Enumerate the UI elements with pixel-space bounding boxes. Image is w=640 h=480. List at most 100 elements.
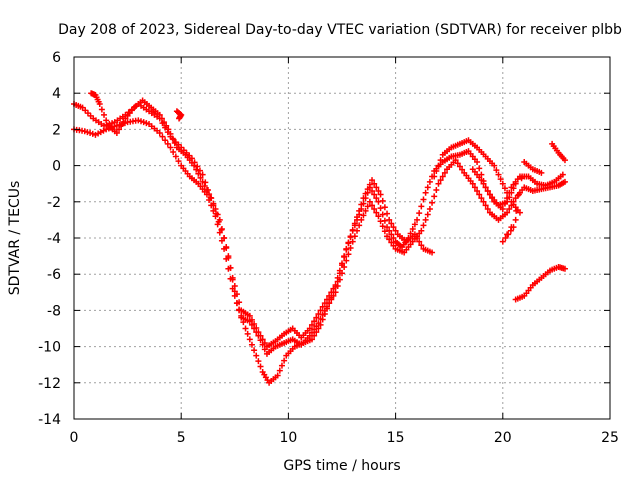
data-point [306,325,313,332]
data-point [422,216,429,223]
data-point [499,206,506,213]
data-point [499,180,506,187]
data-point [561,157,568,164]
data-point [341,254,348,261]
data-point [103,117,110,124]
data-point [242,325,249,332]
data-point [162,137,169,144]
y-tick-label: -4 [47,231,61,247]
data-point [497,176,504,183]
data-point [416,238,423,245]
y-tick-label: -6 [47,267,61,283]
data-point [375,213,382,220]
data-point [377,191,384,198]
data-point [216,229,223,236]
data-point [371,191,378,198]
data-point [431,193,438,200]
data-point [206,191,213,198]
x-tick-label: 20 [494,430,512,446]
data-point [459,166,466,173]
data-point [386,216,393,223]
data-point [435,162,442,169]
data-point [214,211,221,218]
data-point [167,144,174,151]
data-point [193,166,200,173]
data-point [125,109,132,116]
data-point [255,358,262,365]
series-track-g [469,166,519,209]
data-point [227,264,234,271]
data-point [379,223,386,230]
data-point [381,228,388,235]
data-point [364,203,371,210]
data-point [167,130,174,137]
data-point [276,367,283,374]
data-point [261,346,268,353]
data-point [538,169,545,176]
series-track-c [88,90,436,386]
data-point [308,336,315,343]
data-point [319,316,326,323]
data-point [317,321,324,328]
data-point [437,177,444,184]
data-point [225,253,232,260]
data-point [197,174,204,181]
chart-title: Day 208 of 2023, Sidereal Day-to-day VTE… [58,22,622,38]
data-point [358,201,365,208]
data-point [424,184,431,191]
data-point [251,347,258,354]
data-point [422,189,429,196]
data-point [420,196,427,203]
data-point [156,130,163,137]
data-point [369,202,376,209]
x-axis-label: GPS time / hours [283,458,400,474]
y-tick-label: 0 [52,159,61,175]
grid-lines [74,57,610,419]
data-point [336,270,343,277]
data-point [384,224,391,231]
data-point [516,209,523,216]
x-tick-label: 15 [387,430,405,446]
data-point [454,160,461,167]
data-point [362,207,369,214]
data-point [96,101,103,108]
data-point [332,283,339,290]
data-point [507,227,514,234]
data-point [360,195,367,202]
data-point [257,337,264,344]
data-point [364,186,371,193]
series-track-d [431,137,545,245]
data-point [278,362,285,369]
data-point [98,106,105,113]
data-point [414,235,421,241]
data-point [426,178,433,185]
data-point [101,111,108,118]
data-point [281,357,288,364]
data-point [474,187,481,194]
data-point [165,126,172,133]
data-point [510,185,517,192]
data-point [161,119,168,126]
data-point [169,135,176,142]
data-point [349,226,356,233]
data-point [478,195,485,202]
data-point [484,206,491,213]
data-point [321,311,328,318]
data-point [347,233,354,240]
data-point [158,115,165,122]
data-point [347,244,354,251]
data-point [212,206,219,213]
data-point [392,227,399,234]
series-track-b [71,117,568,357]
data-point [362,190,369,197]
data-point [334,278,341,285]
data-point [328,294,335,301]
data-point [311,332,318,339]
data-point [373,184,380,191]
data-point [424,211,431,218]
data-point [218,225,225,232]
data-point [323,305,330,312]
data-point [433,187,440,194]
data-point [369,187,376,194]
data-point [561,178,568,185]
